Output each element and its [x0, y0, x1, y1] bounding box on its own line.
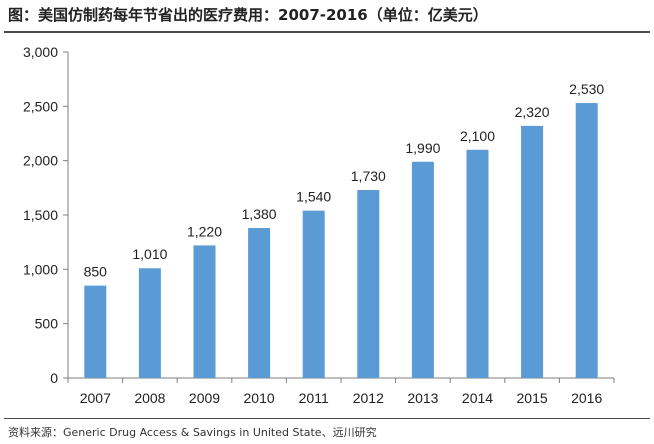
data-label-2007: 850 [84, 264, 108, 280]
data-label-2013: 1,990 [405, 140, 440, 156]
y-tick-label: 0 [50, 370, 58, 386]
bar-2014 [466, 149, 489, 378]
x-tick-label: 2009 [189, 390, 220, 406]
x-tick-label: 2015 [517, 390, 548, 406]
title-rule [4, 31, 650, 33]
y-tick-label: 2,500 [23, 98, 58, 114]
x-tick-label: 2010 [244, 390, 275, 406]
y-tick-label: 1,500 [23, 207, 58, 223]
bar-2011 [302, 210, 325, 378]
data-label-2015: 2,320 [515, 104, 550, 120]
data-label-2008: 1,010 [132, 246, 167, 262]
x-tick-label: 2014 [462, 390, 493, 406]
bar-2010 [248, 228, 271, 378]
y-tick-label: 1,000 [23, 261, 58, 277]
bar-2016 [575, 103, 598, 378]
bar-2015 [521, 125, 544, 378]
data-label-2010: 1,380 [242, 206, 277, 222]
bar-2007 [84, 285, 107, 378]
data-label-2012: 1,730 [351, 168, 386, 184]
bar-2008 [138, 268, 161, 378]
source-note: 资料来源：Generic Drug Access & Savings in Un… [8, 426, 377, 439]
x-tick-label: 2008 [134, 390, 165, 406]
data-label-2016: 2,530 [569, 81, 604, 97]
x-tick-label: 2007 [80, 390, 111, 406]
chart-title: 图：美国仿制药每年节省出的医疗费用：2007-2016（单位：亿美元） [8, 6, 488, 24]
bar-2013 [411, 161, 434, 378]
x-tick-label: 2013 [407, 390, 438, 406]
data-label-2011: 1,540 [296, 189, 331, 205]
y-tick-label: 3,000 [23, 44, 58, 60]
data-label-2014: 2,100 [460, 128, 495, 144]
x-tick-label: 2011 [299, 390, 329, 406]
bar-2012 [357, 190, 380, 378]
y-tick-label: 2,000 [23, 153, 58, 169]
x-tick-label: 2012 [353, 390, 384, 406]
footer-rule [4, 418, 650, 419]
y-tick-label: 500 [35, 316, 59, 332]
data-label-2009: 1,220 [187, 223, 222, 239]
x-tick-label: 2016 [571, 390, 602, 406]
bar-2009 [193, 245, 216, 378]
